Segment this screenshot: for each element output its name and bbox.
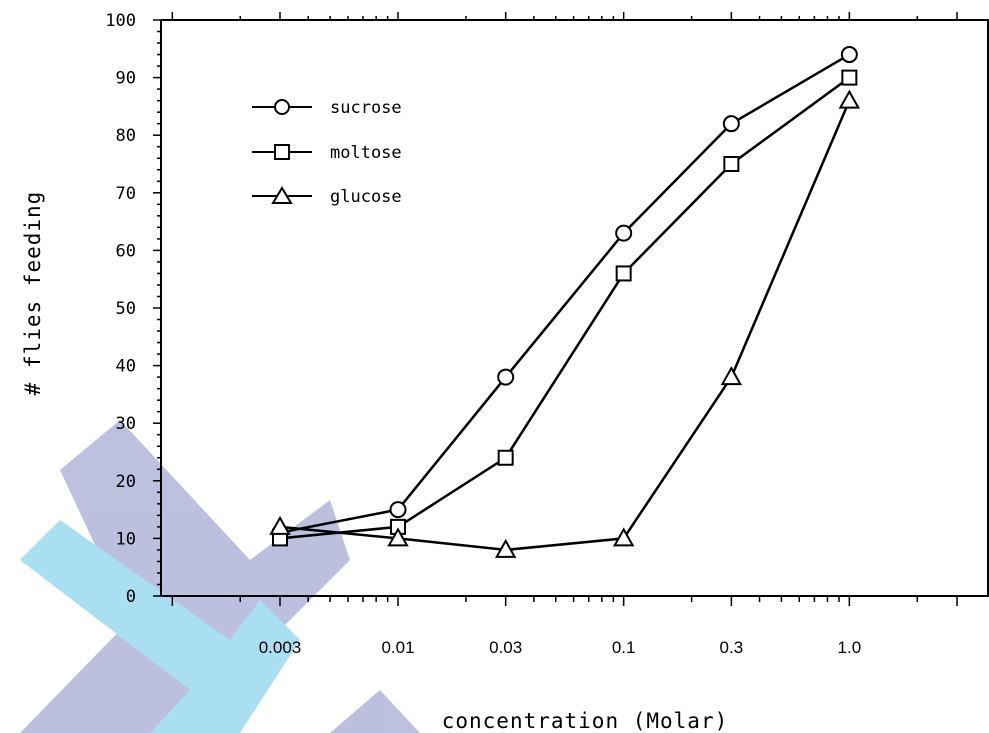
legend-marker-triangle (271, 186, 293, 204)
legend-label-maltose: moltose (330, 143, 402, 163)
y-tick-label: 30 (116, 414, 136, 434)
watermark-band-blue (20, 420, 350, 733)
data-point-sucrose (840, 46, 858, 64)
legend-item-glucose: glucose (252, 186, 402, 207)
y-tick-label: 0 (126, 587, 136, 607)
data-point-glucose (720, 366, 743, 386)
y-tick-label: 100 (105, 11, 136, 31)
legend-label-glucose: glucose (330, 187, 402, 207)
data-point-glucose (612, 527, 635, 547)
series-line-sucrose (279, 53, 850, 534)
x-axis-ticks: 0.003 0.01 0.03 0.1 0.3 1.0 (171, 12, 958, 657)
y-axis-ticks: 0 10 20 30 40 50 60 70 80 90 100 (105, 11, 161, 607)
x-tick-label: 0.03 (489, 638, 522, 657)
x-tick-label: 0.1 (612, 638, 636, 657)
data-point-sucrose (722, 115, 740, 133)
data-point-glucose (387, 527, 409, 547)
data-point-maltose (615, 265, 632, 282)
legend-item-maltose: moltose (252, 143, 402, 163)
data-point-glucose (494, 538, 517, 558)
legend-marker-square (274, 144, 290, 160)
data-point-sucrose (497, 368, 515, 386)
y-tick-label: 40 (116, 357, 136, 377)
y-tick-label: 80 (116, 126, 136, 146)
x-tick-label: 0.003 (259, 638, 302, 657)
data-point-maltose (723, 156, 740, 172)
data-point-maltose (841, 69, 858, 86)
y-tick-label: 10 (116, 529, 136, 549)
y-tick-label: 20 (116, 472, 136, 492)
series-lines (279, 53, 851, 552)
y-tick-label: 70 (116, 184, 136, 204)
watermark-band-blue-2 (330, 690, 420, 733)
data-point-sucrose (389, 501, 407, 519)
watermark-band-cyan (20, 520, 300, 733)
legend-label-sucrose: sucrose (330, 98, 402, 118)
legend-marker-circle (274, 99, 290, 115)
x-axis-title: concentration (Molar) (442, 709, 729, 733)
watermark (20, 420, 420, 733)
legend-item-sucrose: sucrose (252, 98, 402, 118)
y-axis-title: # flies feeding (21, 191, 45, 396)
data-point-glucose (838, 89, 861, 109)
x-tick-label: 0.3 (720, 638, 744, 657)
x-tick-label: 0.01 (381, 638, 414, 657)
legend: sucrose moltose glucose (252, 98, 402, 207)
y-tick-label: 90 (116, 69, 136, 89)
y-tick-label: 50 (116, 299, 136, 319)
series-markers (269, 46, 861, 558)
data-point-glucose (269, 515, 291, 535)
series-line-glucose (279, 100, 851, 552)
y-tick-label: 60 (116, 241, 136, 261)
x-tick-label: 1.0 (838, 638, 862, 657)
data-point-maltose (497, 449, 514, 466)
data-point-sucrose (615, 224, 633, 242)
series-line-maltose (279, 76, 851, 540)
